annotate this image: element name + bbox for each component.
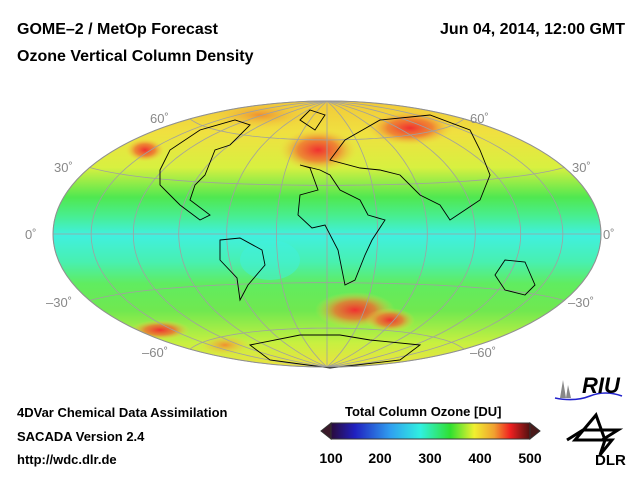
footer-line1: 4DVar Chemical Data Assimilation <box>17 405 228 420</box>
colorbar-tick: 400 <box>468 450 492 466</box>
parallel <box>89 167 565 186</box>
graticule <box>52 100 602 368</box>
lat-label-right-30: 30˚ <box>572 160 591 175</box>
lat-label-right-0: 0˚ <box>603 227 615 242</box>
lat-label-right-60: 60˚ <box>470 111 489 126</box>
parallel <box>189 327 465 350</box>
lat-label-left-30: 30˚ <box>54 160 73 175</box>
parallel <box>89 282 565 301</box>
lat-label-left-m60: –60˚ <box>142 345 169 360</box>
riu-logo-text: RIU <box>582 373 620 398</box>
footer-line2: SACADA Version 2.4 <box>17 429 145 444</box>
datetime: Jun 04, 2014, 12:00 GMT <box>440 21 625 38</box>
colorbar <box>330 422 531 440</box>
colorbar-high-arrow <box>529 421 541 441</box>
lat-label-left-60: 60˚ <box>150 111 169 126</box>
lat-label-right-m60: –60˚ <box>470 345 497 360</box>
lat-label-left-m30: –30˚ <box>46 295 73 310</box>
subtitle: Ozone Vertical Column Density <box>17 48 254 65</box>
title: GOME–2 / MetOp Forecast <box>17 21 218 38</box>
map-border <box>52 100 602 368</box>
dlr-logo-text: DLR <box>595 452 626 469</box>
dlr-logo <box>566 412 624 456</box>
colorbar-low-arrow <box>320 421 332 441</box>
colorbar-tick: 100 <box>319 450 343 466</box>
footer-url[interactable]: http://wdc.dlr.de <box>17 452 117 467</box>
riu-logo <box>554 380 623 401</box>
colorbar-title: Total Column Ozone [DU] <box>345 404 502 419</box>
coastlines <box>159 109 536 369</box>
lat-label-right-m30: –30˚ <box>568 295 595 310</box>
colorbar-tick: 300 <box>418 450 442 466</box>
colorbar-tick: 200 <box>368 450 392 466</box>
colorbar-tick: 500 <box>518 450 542 466</box>
lat-label-left-0: 0˚ <box>25 227 37 242</box>
parallel <box>189 118 465 141</box>
